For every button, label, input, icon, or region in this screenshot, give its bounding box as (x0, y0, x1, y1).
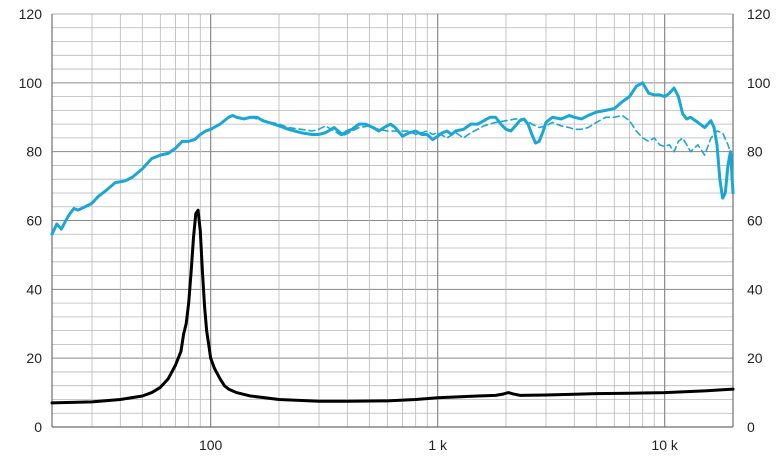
y-tick-label-left: 20 (26, 350, 42, 366)
y-tick-label-right: 20 (747, 350, 763, 366)
series-line-1 (50, 81, 735, 236)
series-line-3 (50, 208, 735, 405)
y-tick-label-right: 80 (747, 144, 763, 160)
grid (51, 13, 734, 428)
tick-labels: 0 20 40 60 80 100 120 0 20 40 60 80 100 120 100 1 k 10 k (19, 6, 771, 453)
y-tick-label-left: 60 (26, 213, 42, 229)
y-tick-label-right: 40 (747, 281, 763, 297)
x-tick-label: 1 k (428, 437, 448, 453)
y-tick-label-left: 40 (26, 281, 42, 297)
y-tick-label-right: 0 (747, 419, 755, 435)
y-tick-label-right: 100 (747, 75, 771, 91)
y-tick-label-left: 80 (26, 144, 42, 160)
y-tick-label-right: 60 (747, 213, 763, 229)
y-tick-label-left: 120 (19, 6, 43, 22)
series-line-2 (249, 114, 734, 160)
x-tick-label: 10 k (651, 437, 678, 453)
y-tick-label-left: 0 (34, 419, 42, 435)
series-layer (50, 81, 735, 405)
y-tick-label-right: 120 (747, 6, 771, 22)
y-tick-label-left: 100 (19, 75, 43, 91)
x-tick-label: 100 (199, 437, 223, 453)
axes (51, 13, 734, 428)
